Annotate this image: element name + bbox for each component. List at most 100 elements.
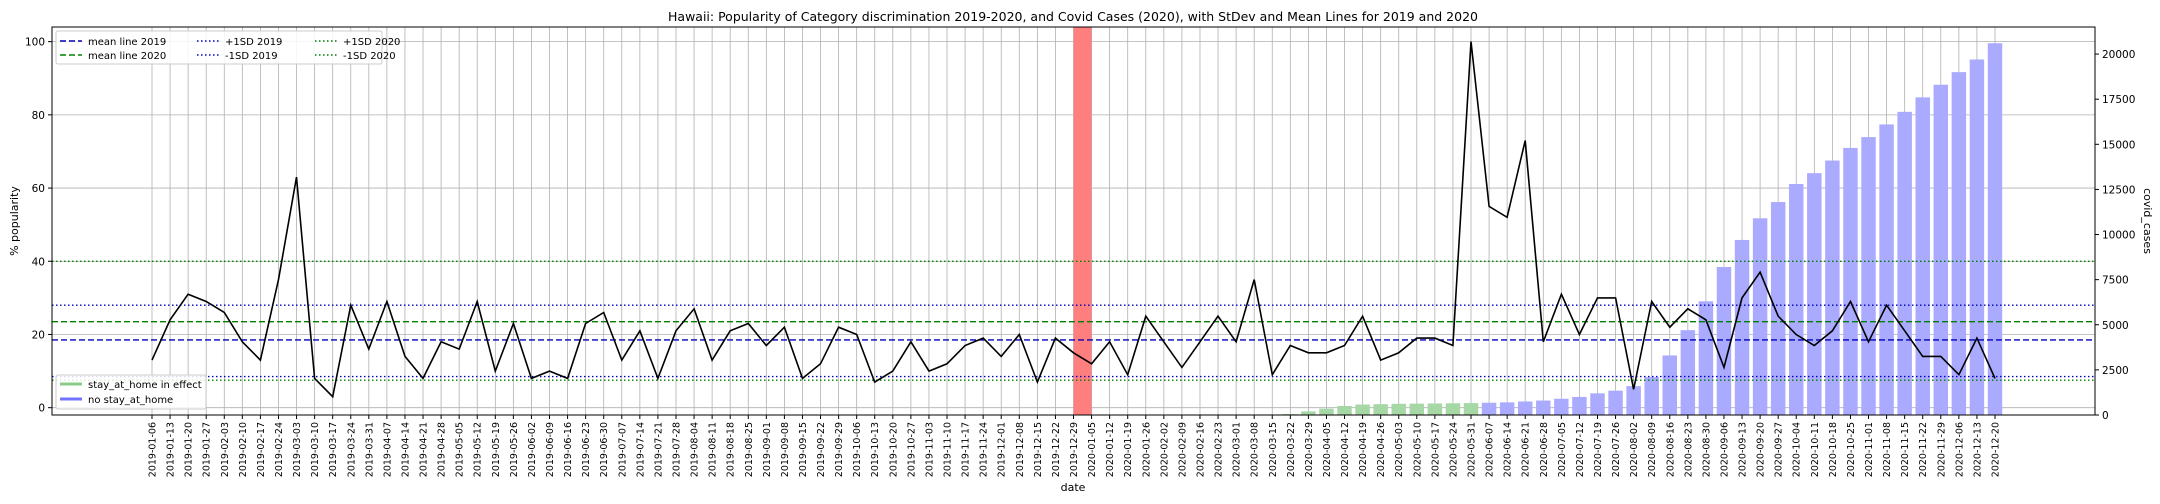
x-tick-label: 2020-06-07 — [1485, 422, 1496, 477]
covid-bar — [1427, 403, 1443, 415]
x-tick-label: 2019-12-22 — [1051, 422, 1062, 477]
x-tick-label: 2020-02-23 — [1214, 422, 1225, 477]
legend-line-label: +1SD 2019 — [225, 37, 282, 48]
covid-bar — [1825, 160, 1840, 415]
x-tick-label: 2019-10-13 — [870, 422, 881, 477]
y-tick-label: 60 — [32, 183, 45, 195]
x-tick-label: 2019-02-17 — [256, 422, 267, 477]
y-tick-label: 100 — [25, 37, 45, 49]
covid-bar — [1951, 72, 1967, 416]
x-tick-label: 2019-06-16 — [563, 422, 574, 477]
y2-tick-label: 5000 — [2102, 320, 2129, 332]
y-axis-label: % popularity — [8, 186, 21, 256]
covid-bar — [1770, 202, 1786, 415]
covid-bar — [1879, 124, 1894, 415]
y2-tick-label: 10000 — [2102, 230, 2135, 242]
x-tick-label: 2019-01-13 — [166, 422, 177, 477]
x-tick-label: 2020-10-25 — [1846, 422, 1857, 477]
x-tick-label: 2020-08-23 — [1683, 422, 1694, 477]
x-tick-label: 2019-11-24 — [979, 422, 990, 477]
legend-line-label: mean line 2019 — [88, 37, 166, 48]
legend-line-label: +1SD 2020 — [343, 37, 400, 48]
x-tick-label: 2020-10-11 — [1810, 422, 1821, 477]
covid-bar — [1987, 43, 2003, 416]
x-tick-label: 2019-06-02 — [527, 422, 538, 477]
x-tick-label: 2020-12-20 — [1991, 422, 2002, 477]
covid-bar — [1969, 59, 1985, 415]
covid-bar — [1861, 137, 1876, 415]
x-tick-label: 2020-01-12 — [1105, 422, 1116, 477]
x-tick-label: 2019-11-03 — [924, 422, 935, 477]
x-tick-label: 2020-08-02 — [1629, 422, 1640, 477]
covid-bar — [1752, 218, 1768, 415]
x-tick-label: 2019-07-21 — [653, 422, 664, 477]
y2-tick-label: 17500 — [2102, 94, 2135, 106]
covid-bar — [1554, 398, 1569, 415]
x-tick-label: 2019-07-07 — [617, 422, 628, 477]
covid-bar — [1409, 403, 1425, 415]
highlight-band-rect — [1073, 27, 1092, 415]
x-tick-label: 2019-04-14 — [400, 422, 411, 477]
legend-bars-box — [55, 374, 207, 410]
x-tick-label: 2019-03-10 — [310, 422, 321, 477]
x-tick-label: 2019-02-24 — [274, 422, 285, 477]
x-tick-label: 2020-06-14 — [1503, 422, 1514, 477]
x-tick-label: 2020-07-12 — [1575, 422, 1586, 477]
covid-bar — [1391, 403, 1406, 415]
x-tick-label: 2020-06-21 — [1521, 422, 1532, 477]
x-tick-label: 2019-09-08 — [780, 422, 791, 477]
x-tick-label: 2020-07-19 — [1593, 422, 1604, 477]
x-tick-label: 2020-10-04 — [1792, 422, 1803, 477]
covid-bar — [1734, 239, 1750, 415]
x-tick-label: 2019-03-03 — [292, 422, 303, 477]
grid — [52, 27, 2095, 415]
y-axis-left: 0 20 40 60 80 100 — [25, 37, 52, 415]
x-tick-label: 2020-01-26 — [1141, 422, 1152, 477]
covid-bar — [1319, 408, 1334, 415]
y-tick-label: 0 — [38, 403, 45, 415]
covid-bar — [1355, 404, 1370, 415]
x-tick-label: 2020-11-29 — [1936, 422, 1947, 477]
x-tick-label: 2020-03-15 — [1268, 422, 1279, 477]
x-tick-label: 2020-03-29 — [1304, 422, 1315, 477]
y2-axis-label: covid_cases — [2141, 188, 2154, 254]
y-axis-right: 0 2500 5000 7500 10000 12500 15000 17500 20000 — [2095, 49, 2135, 422]
x-tick-label: 2019-12-15 — [1033, 422, 1044, 477]
x-tick-label: 2020-07-05 — [1557, 422, 1568, 477]
x-tick-label: 2020-07-26 — [1611, 422, 1622, 477]
x-tick-label: 2020-01-05 — [1087, 422, 1098, 477]
legend-bar-label: no stay_at_home — [88, 395, 173, 406]
legend-bars: stay_at_home in effect no stay_at_home — [55, 374, 207, 410]
x-tick-label: 2019-07-28 — [671, 422, 682, 477]
x-tick-label: 2019-10-06 — [852, 422, 863, 477]
x-tick-label: 2020-11-15 — [1900, 422, 1911, 477]
legend-bar-label: stay_at_home in effect — [88, 380, 202, 391]
x-tick-label: 2020-09-06 — [1719, 422, 1730, 477]
x-tick-label: 2019-11-10 — [943, 422, 954, 477]
covid-bar — [1716, 267, 1732, 415]
y2-tick-label: 7500 — [2102, 275, 2129, 287]
covid-bar — [1572, 396, 1587, 415]
x-tick-label: 2019-04-07 — [382, 422, 393, 477]
popularity-line — [151, 41, 1996, 399]
x-tick-label: 2019-09-15 — [798, 422, 809, 477]
covid-bar — [1301, 411, 1316, 415]
covid-bar — [1789, 184, 1804, 415]
x-tick-label: 2019-08-04 — [690, 422, 701, 477]
y-tick-label: 20 — [32, 329, 45, 341]
x-tick-label: 2020-05-31 — [1467, 422, 1478, 477]
covid-bar — [1698, 301, 1714, 415]
covid-bar — [1481, 402, 1497, 415]
x-tick-label: 2020-04-19 — [1358, 422, 1369, 477]
x-tick-label: 2019-01-20 — [184, 422, 195, 477]
x-tick-label: 2020-11-08 — [1882, 422, 1893, 477]
covid-bar — [1536, 400, 1551, 415]
covid-bar — [1807, 173, 1822, 415]
x-tick-label: 2019-12-01 — [997, 422, 1008, 477]
x-tick-label: 2019-01-27 — [202, 422, 213, 477]
x-tick-label: 2019-02-10 — [238, 422, 249, 477]
x-tick-label: 2020-12-13 — [1972, 422, 1983, 477]
covid-bar — [1680, 330, 1696, 415]
covid-bar — [1499, 402, 1515, 415]
